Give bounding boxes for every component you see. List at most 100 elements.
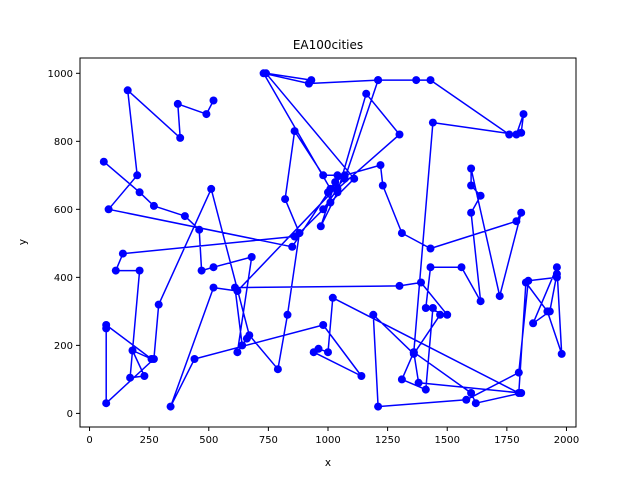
data-point: [412, 76, 421, 85]
data-point: [316, 222, 325, 231]
x-tick-label: 1000: [315, 435, 340, 446]
x-axis-ticks: 0 250 500 750 1000 1250 1500 1750 2000: [86, 427, 579, 446]
x-axis-title: x: [325, 457, 331, 469]
data-point: [340, 174, 349, 183]
data-point: [176, 133, 185, 142]
y-tick-label: 200: [54, 341, 73, 352]
data-point: [409, 349, 418, 358]
data-point: [288, 242, 297, 251]
data-point: [104, 205, 113, 214]
data-point: [319, 321, 328, 329]
y-tick-label: 600: [54, 205, 73, 216]
data-point: [149, 201, 158, 210]
data-point: [209, 96, 218, 105]
y-tick-label: 0: [67, 409, 73, 420]
data-point: [495, 292, 504, 301]
x-tick-label: 0: [86, 435, 92, 446]
data-point: [319, 171, 328, 180]
data-point: [378, 181, 387, 190]
data-point: [421, 304, 430, 312]
data-point: [414, 378, 423, 387]
data-point: [397, 229, 406, 238]
data-point: [517, 208, 526, 217]
data-point: [102, 324, 111, 333]
data-point: [333, 188, 342, 197]
data-point: [514, 389, 523, 397]
data-point: [543, 307, 552, 316]
data-point: [376, 161, 385, 170]
data-point: [514, 368, 523, 377]
data-point: [326, 198, 335, 207]
data-point: [557, 349, 566, 358]
data-point: [471, 399, 480, 408]
data-point: [467, 181, 476, 190]
data-point: [304, 79, 313, 88]
data-point: [326, 184, 335, 193]
data-point: [290, 127, 299, 136]
data-point: [395, 130, 404, 139]
data-point: [529, 319, 538, 328]
data-point: [552, 263, 561, 272]
data-point: [467, 208, 476, 217]
data-point: [135, 188, 144, 197]
data-point: [149, 355, 158, 363]
data-point: [436, 310, 445, 319]
data-point: [552, 270, 561, 278]
data-point: [357, 372, 366, 380]
data-point: [426, 76, 435, 85]
data-point: [281, 195, 290, 204]
data-point: [197, 266, 206, 275]
data-point: [428, 118, 437, 127]
data-point: [421, 385, 430, 394]
x-tick-label: 1500: [435, 435, 460, 446]
data-point: [476, 191, 485, 200]
data-point: [467, 164, 476, 173]
y-axis-title: y: [17, 239, 29, 245]
data-point: [123, 86, 132, 95]
data-point: [319, 205, 328, 214]
data-point: [233, 348, 242, 357]
x-tick-label: 250: [140, 435, 159, 446]
data-point: [283, 310, 292, 319]
data-point: [505, 130, 514, 139]
data-point: [99, 157, 108, 166]
x-tick-label: 1250: [375, 435, 400, 446]
data-point: [331, 178, 340, 187]
data-point: [467, 389, 476, 397]
data-point: [395, 281, 404, 290]
y-axis-ticks: 0 200 400 600 800 1000: [48, 69, 80, 420]
data-point: [374, 402, 383, 411]
x-tick-label: 1750: [494, 435, 519, 446]
y-tick-label: 400: [54, 273, 73, 284]
chart-title: EA100cities: [293, 38, 363, 52]
data-point: [273, 365, 282, 374]
data-point: [195, 225, 204, 234]
data-point: [397, 375, 406, 384]
data-point: [207, 184, 216, 193]
data-point: [426, 263, 435, 272]
data-point: [521, 278, 530, 287]
data-point: [209, 283, 218, 292]
data-point: [350, 174, 359, 183]
data-point: [328, 293, 337, 302]
data-point: [374, 76, 383, 85]
data-point: [238, 341, 247, 350]
data-point: [135, 266, 144, 275]
data-point: [111, 266, 120, 275]
data-point: [233, 287, 242, 295]
data-point: [202, 110, 211, 119]
data-point: [362, 89, 371, 98]
x-tick-label: 2000: [554, 435, 579, 446]
data-point: [173, 99, 182, 108]
data-point: [462, 395, 471, 404]
data-point: [426, 244, 435, 253]
data-point: [140, 372, 149, 380]
data-point: [166, 402, 175, 411]
plot-area: [99, 69, 566, 411]
data-point: [180, 212, 189, 221]
data-point: [209, 263, 218, 272]
data-point: [102, 399, 111, 408]
data-point: [128, 346, 137, 355]
data-point: [512, 217, 521, 226]
